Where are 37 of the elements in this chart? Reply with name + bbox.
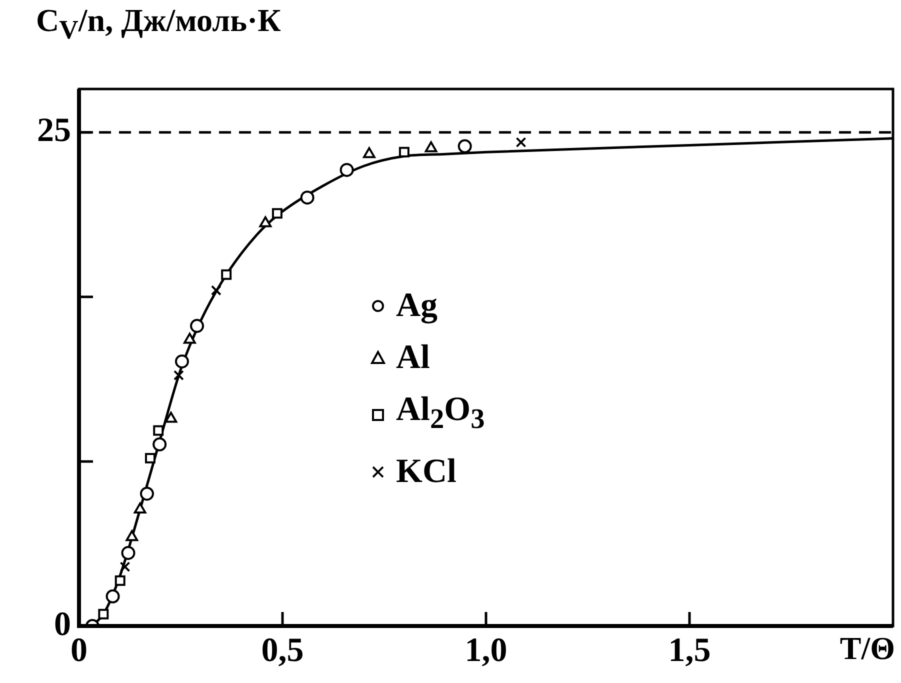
point [134, 502, 146, 514]
legend-label: Al$_{2}$O$_{3}$ [396, 390, 485, 437]
point [362, 147, 376, 158]
y-tick-label: 25 [37, 112, 71, 150]
point [173, 370, 184, 381]
point [300, 190, 314, 205]
legend-label: KCl [396, 452, 456, 492]
point [121, 546, 136, 560]
x-tick-label: 0,5 [261, 632, 304, 670]
point [259, 216, 272, 228]
point [340, 162, 354, 177]
x-axis-title: T/Θ [840, 630, 895, 667]
point [174, 354, 189, 368]
point [144, 452, 156, 464]
point [98, 608, 109, 620]
legend-label: Al [396, 338, 430, 378]
legend-label: Ag [396, 286, 438, 326]
point [126, 530, 138, 542]
point [184, 332, 196, 344]
point [164, 412, 178, 423]
y-axis-title: C$_{V}$/n, Дж/моль·К [36, 2, 281, 46]
x-tick-label: 1,0 [464, 632, 508, 670]
point [458, 139, 472, 154]
point [114, 575, 126, 586]
point [120, 562, 130, 572]
point [152, 437, 167, 452]
point [424, 141, 438, 152]
point [516, 137, 526, 148]
point [272, 208, 282, 219]
point [190, 318, 204, 333]
point [221, 269, 232, 280]
point [140, 486, 154, 501]
x-tick-label: 1,5 [668, 632, 711, 670]
point [106, 589, 120, 604]
point [210, 285, 222, 296]
point [398, 146, 410, 158]
point [153, 425, 164, 436]
